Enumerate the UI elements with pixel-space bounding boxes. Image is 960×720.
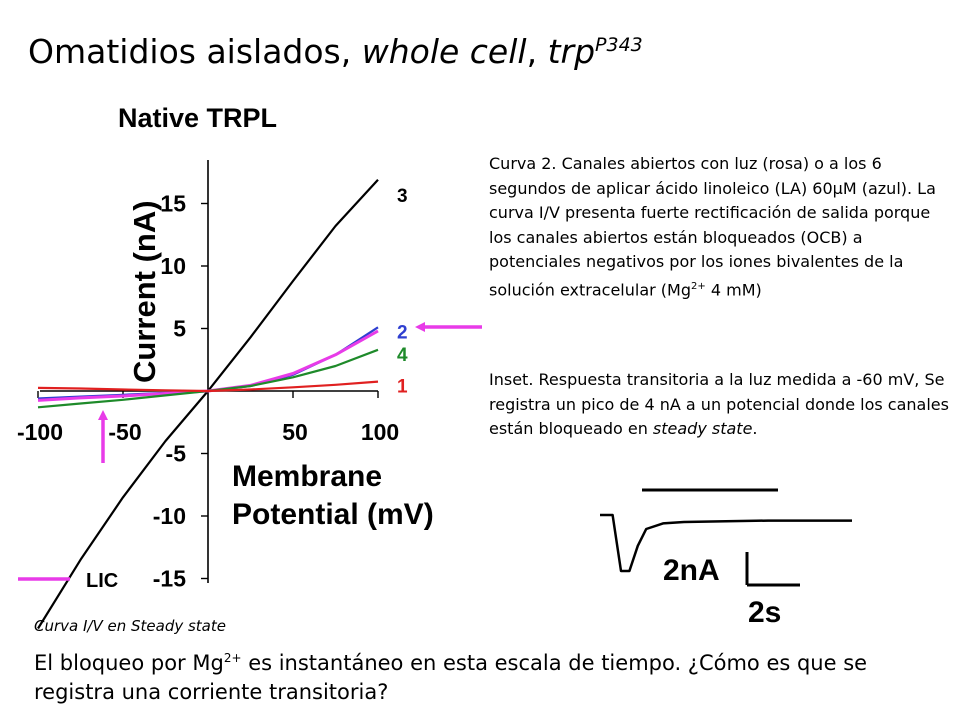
slide-title: Omatidios aislados, whole cell, trpP343	[28, 32, 643, 71]
x-axis-label-line2: Potential (mV)	[232, 498, 434, 531]
y-tick-label: 15	[160, 191, 186, 217]
para1-text-3: 4 mM)	[705, 279, 762, 299]
inset-description: Inset. Respuesta transitoria a la luz me…	[489, 368, 949, 442]
para2-italic: steady state	[652, 419, 753, 438]
y-tick-label: -15	[153, 566, 186, 592]
curve2-description: Curva 2. Canales abiertos con luz (rosa)…	[489, 152, 949, 302]
x-tick-label: -100	[17, 419, 63, 445]
x-tick-label: -50	[108, 419, 141, 445]
x-tick-label: 50	[282, 419, 308, 445]
x-tick-label: 100	[361, 419, 399, 445]
title-superscript: P343	[595, 34, 643, 56]
y-tick-label: 5	[173, 316, 186, 342]
title-separator: ,	[526, 32, 548, 71]
scale-label-time: 2s	[748, 596, 781, 629]
para2-text-2: .	[752, 419, 758, 438]
para2-text: Inset. Respuesta transitoria a la luz me…	[489, 370, 949, 438]
question-text: El bloqueo por Mg	[34, 651, 224, 675]
y-tick-label: -10	[153, 503, 186, 529]
series-line-1	[37, 380, 379, 393]
y-tick-label: -5	[166, 441, 187, 467]
scale-label-current: 2nA	[663, 554, 720, 587]
para1-text-2: M (azul). La curva I/V presenta fuerte r…	[489, 178, 936, 299]
chart-title: Native TRPL	[118, 103, 277, 133]
series-label: 1	[397, 377, 408, 398]
series-label: 3	[397, 186, 408, 207]
question-sup: 2+	[223, 651, 242, 665]
inset-chart: 2nA 2s	[600, 488, 852, 629]
para1-text: Curva 2. Canales abiertos con luz (rosa)…	[489, 154, 882, 198]
series-label: 4	[397, 345, 408, 366]
transient-trace	[600, 513, 852, 573]
legend-label: LIC	[86, 570, 118, 592]
title-main: Omatidios aislados,	[28, 32, 362, 71]
y-tick-label: 10	[160, 253, 186, 279]
x-axis-label-line1: Membrane	[232, 460, 382, 493]
title-italic: whole cell	[361, 32, 527, 71]
caption-steady-state: Curva I/V en Steady state	[34, 617, 226, 635]
y-axis-label: Current (nA)	[127, 200, 162, 383]
title-gene: trp	[547, 32, 596, 71]
iv-chart: 15 10 5 -5 -10 -15 -100 -50 50 100 Native TRPL Curr…	[17, 103, 434, 630]
bottom-question: El bloqueo por Mg2+ es instantáneo en es…	[34, 644, 934, 707]
series-label: 2	[397, 322, 408, 343]
question-text-2: es instantáneo en esta escala de tiempo.…	[34, 651, 868, 704]
para1-sup: 2+	[691, 280, 706, 292]
para1-mu: μ	[832, 178, 843, 198]
